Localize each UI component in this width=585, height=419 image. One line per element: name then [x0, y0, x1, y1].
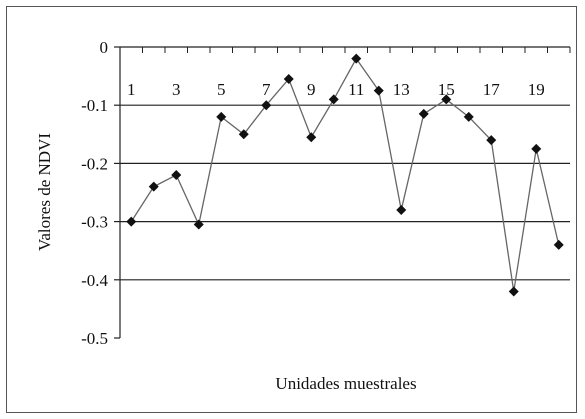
- x-tick-label: 7: [262, 80, 271, 99]
- x-tick-label: 15: [438, 80, 455, 99]
- data-point: [216, 111, 227, 122]
- x-tick-label: 9: [307, 80, 316, 99]
- y-tick-label: -0.1: [81, 96, 108, 115]
- data-point: [328, 94, 339, 105]
- data-point: [508, 286, 519, 297]
- x-tick-label: 19: [528, 80, 545, 99]
- y-tick-label: -0.2: [81, 154, 108, 173]
- data-point: [373, 85, 384, 96]
- y-tick-label: -0.4: [81, 271, 108, 290]
- gridlines: [120, 46, 570, 281]
- data-point: [396, 204, 407, 215]
- data-point: [306, 132, 317, 143]
- series-ndvi: [126, 53, 564, 297]
- data-point: [486, 135, 497, 146]
- data-point: [126, 216, 137, 227]
- x-tick-labels: 1 3 5 7 9 11 13 15 17 19: [127, 80, 545, 99]
- data-point: [283, 74, 294, 85]
- x-axis-title: Unidades muestrales: [275, 374, 416, 393]
- chart-frame: [6, 6, 577, 413]
- data-point: [441, 94, 452, 105]
- data-point: [238, 129, 249, 140]
- y-tick-label: -0.3: [81, 213, 108, 232]
- series-line: [130, 57, 560, 292]
- y-tick-label: -0.5: [81, 329, 108, 348]
- data-point: [553, 239, 564, 250]
- data-point: [531, 143, 542, 154]
- x-tick-label: 11: [348, 80, 364, 99]
- x-tick-label: 17: [483, 80, 501, 99]
- data-point: [261, 100, 272, 111]
- x-tick-label: 5: [217, 80, 226, 99]
- x-tick-label: 1: [127, 80, 136, 99]
- data-point: [351, 53, 362, 64]
- data-point: [418, 108, 429, 119]
- data-point: [463, 111, 474, 122]
- y-tick-label: 0: [100, 38, 109, 57]
- data-point: [148, 181, 159, 192]
- y-tick-labels: 0 -0.1 -0.2 -0.3 -0.4 -0.5: [81, 38, 108, 348]
- data-point: [171, 170, 182, 181]
- x-tick-label: 13: [393, 80, 410, 99]
- x-tick-label: 3: [172, 80, 181, 99]
- axes: [114, 46, 571, 339]
- y-axis-title: Valores de NDVI: [35, 133, 54, 251]
- data-point: [193, 219, 204, 230]
